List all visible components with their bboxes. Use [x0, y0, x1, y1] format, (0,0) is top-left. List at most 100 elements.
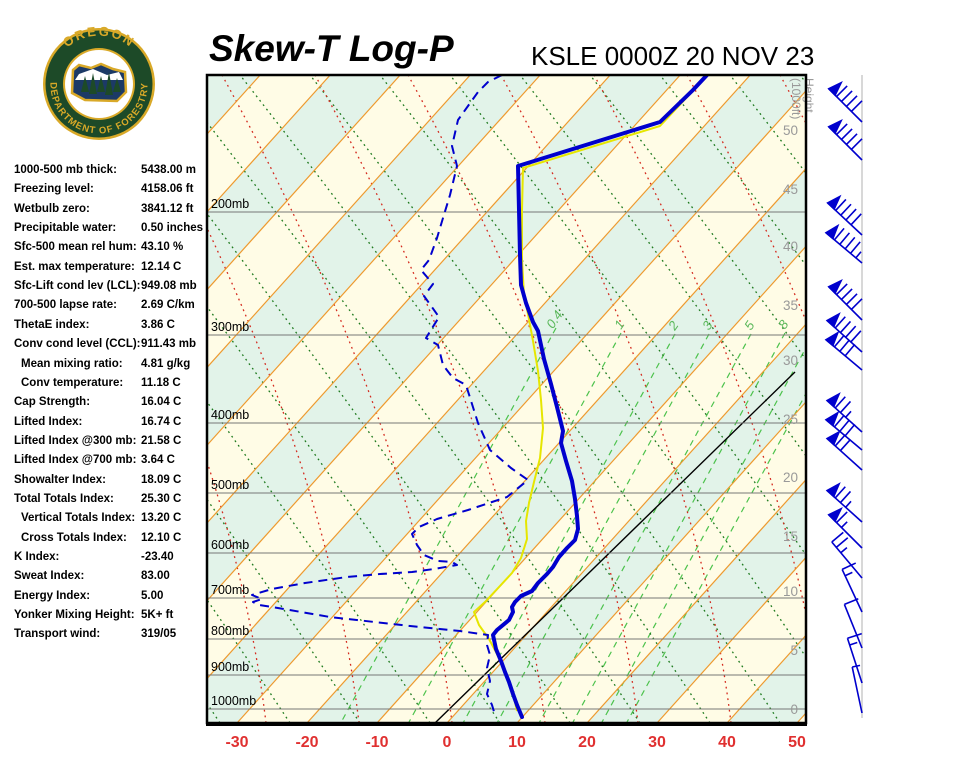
svg-text:900mb: 900mb: [211, 660, 249, 674]
index-label: Energy Index:: [14, 589, 91, 602]
index-row: Sweat Index: 83.00: [14, 567, 170, 586]
index-row: Lifted Index @700 mb: 3.64 C: [14, 451, 175, 470]
index-value: 21.58 C: [141, 434, 182, 447]
logo-oregon-emblem: [70, 62, 128, 103]
index-label: Lifted Index @300 mb:: [14, 434, 137, 447]
svg-text:10: 10: [508, 734, 526, 751]
index-row: Wetbulb zero: 3841.12 ft: [14, 200, 193, 219]
height-axis-title: Height(1000ft): [789, 78, 816, 119]
temperature-curve: [491, 75, 709, 719]
pressure-labels: 200mb 300mb 400mb 500mb 600mb 700mb 800mb 900mb…: [211, 197, 256, 708]
index-label: Sfc-Lift cond lev (LCL):: [14, 280, 141, 293]
svg-text:1000mb: 1000mb: [211, 694, 256, 708]
index-label: Showalter Index:: [14, 473, 107, 486]
index-value: 11.18 C: [141, 376, 181, 389]
index-value: 12.10 C: [141, 531, 182, 544]
svg-text:25: 25: [783, 412, 798, 427]
index-row: Precipitable water: 0.50 inches: [14, 219, 203, 238]
index-label: Lifted Index @700 mb:: [14, 454, 137, 467]
index-value: 3.64 C: [141, 454, 175, 467]
svg-text:50: 50: [788, 734, 806, 751]
page-title: Skew-T Log-P: [209, 28, 454, 69]
index-value: 319/05: [141, 628, 177, 641]
wind-barb: [843, 598, 863, 649]
index-row: Conv cond level (CCL): 911.43 mb: [14, 335, 196, 354]
plot-area: [207, 75, 806, 723]
index-value: 5.00: [141, 589, 164, 602]
dewpoint-curve: [251, 75, 529, 716]
index-label: Precipitable water:: [14, 222, 117, 235]
index-value: 5K+ ft: [141, 609, 174, 622]
index-row: Lifted Index: 16.74 C: [14, 413, 181, 432]
index-value: 18.09 C: [141, 473, 182, 486]
index-label: Total Totals Index:: [14, 492, 114, 505]
svg-text:300mb: 300mb: [211, 320, 249, 334]
svg-text:30: 30: [783, 353, 798, 368]
index-value: 911.43 mb: [141, 338, 196, 351]
parcel-curve: [473, 77, 706, 712]
index-row: Total Totals Index: 25.30 C: [14, 490, 181, 509]
index-label: Yonker Mixing Height:: [14, 609, 135, 622]
index-row: Vertical Totals Index: 13.20 C: [21, 509, 181, 528]
index-value: 2.69 C/km: [141, 299, 195, 312]
index-label: Transport wind:: [14, 628, 101, 641]
dry-adiabats: [207, 75, 806, 723]
index-label: Cap Strength:: [14, 396, 91, 409]
index-label: Cross Totals Index:: [21, 531, 127, 544]
wind-barb: [827, 81, 863, 123]
wind-barb: [825, 482, 863, 523]
index-label: Vertical Totals Index:: [21, 512, 136, 525]
svg-text:800mb: 800mb: [211, 624, 249, 638]
svg-text:45: 45: [783, 182, 798, 197]
index-label: 700-500 lapse rate:: [14, 299, 117, 312]
svg-text:20: 20: [783, 470, 798, 485]
index-label: Lifted Index:: [14, 415, 83, 428]
svg-text:-20: -20: [295, 734, 318, 751]
mixing-ratio-lines: [340, 327, 806, 723]
wind-barb: [851, 664, 863, 714]
index-value: 0.50 inches: [141, 222, 204, 235]
index-row: Conv temperature: 11.18 C: [21, 374, 181, 393]
index-value: 43.10 %: [141, 241, 184, 254]
index-row: Freezing level: 4158.06 ft: [14, 180, 193, 199]
index-label: 1000-500 mb thick:: [14, 164, 117, 176]
svg-text:400mb: 400mb: [211, 408, 249, 422]
wind-barb: [827, 119, 863, 161]
index-value: 83.00: [141, 570, 170, 583]
svg-text:30: 30: [648, 734, 666, 751]
index-label: Conv temperature:: [21, 376, 124, 389]
index-row: Mean mixing ratio: 4.81 g/kg: [21, 355, 190, 374]
index-value: 13.20 C: [141, 512, 182, 525]
index-row: 700-500 lapse rate: 2.69 C/km: [14, 296, 195, 315]
temperature-axis-labels: -30 -20 -10 0 10 20 30 40 50: [225, 734, 806, 751]
svg-text:35: 35: [783, 298, 798, 313]
wind-barb: [825, 392, 863, 433]
index-label: Wetbulb zero:: [14, 202, 90, 215]
svg-text:(1000ft): (1000ft): [789, 78, 803, 119]
index-label: K Index:: [14, 551, 60, 563]
svg-text:-30: -30: [225, 734, 248, 751]
svg-text:Height: Height: [802, 78, 816, 113]
index-row: Lifted Index @300 mb: 21.58 C: [14, 432, 181, 451]
reference-line: [434, 371, 796, 723]
index-row: K Index: -23.40: [14, 548, 174, 567]
index-label: ThetaE index:: [14, 318, 90, 331]
index-label: Est. max temperature:: [14, 260, 135, 273]
wind-barb: [841, 562, 863, 613]
svg-text:10: 10: [783, 584, 798, 599]
svg-text:600mb: 600mb: [211, 538, 249, 552]
index-row: Showalter Index: 18.09 C: [14, 471, 181, 490]
index-value: 4.81 g/kg: [141, 357, 191, 370]
index-label: Freezing level:: [14, 183, 94, 196]
wind-barb: [831, 531, 863, 579]
wind-barb: [846, 632, 863, 684]
wind-barb: [824, 223, 863, 264]
index-value: -23.40: [141, 551, 174, 563]
index-row: Energy Index: 5.00: [14, 587, 163, 606]
index-value: 12.14 C: [141, 260, 182, 273]
svg-text:5: 5: [790, 643, 798, 658]
wind-barb: [824, 410, 863, 451]
index-row: Cross Totals Index: 12.10 C: [21, 529, 181, 548]
index-value: 4158.06 ft: [141, 183, 194, 196]
wind-barb: [825, 430, 863, 471]
